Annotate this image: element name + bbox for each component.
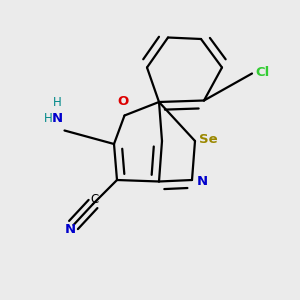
Text: H: H [44, 112, 52, 125]
Text: O: O [117, 95, 129, 108]
Text: C: C [90, 193, 99, 206]
Text: N: N [51, 112, 63, 125]
Text: N: N [65, 223, 76, 236]
Text: H: H [52, 95, 62, 109]
Text: Se: Se [200, 133, 218, 146]
Text: Cl: Cl [255, 65, 269, 79]
Text: N: N [196, 175, 208, 188]
